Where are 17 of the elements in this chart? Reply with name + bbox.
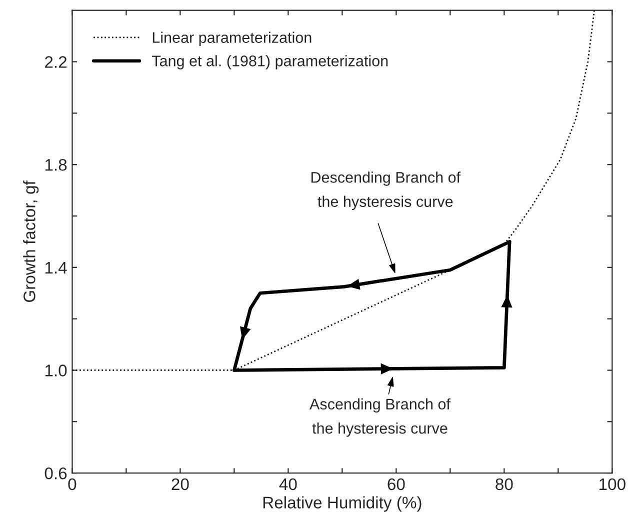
- x-axis-title: Relative Humidity (%): [263, 496, 422, 512]
- x-tick-label: 100: [600, 478, 626, 490]
- annotation: Descending Branch of the hysteresis curve: [311, 172, 461, 210]
- y-tick-label: 1.0: [45, 364, 67, 376]
- y-tick-label: 0.6: [44, 467, 67, 480]
- x-tick-label: 40: [279, 478, 297, 490]
- legend-label: Tang et al. (1981) parameterization: [152, 55, 388, 70]
- x-tick-label: 80: [496, 478, 513, 490]
- x-tick-label: 60: [388, 478, 405, 490]
- y-tick-label: 1.4: [45, 262, 67, 274]
- y-axis-title: Growth factor, gf: [23, 180, 39, 302]
- legend-label: Linear parameterization: [152, 32, 312, 46]
- annotation: Ascending Branch of the hysteresis curve: [310, 398, 450, 437]
- y-tick-label: 1.8: [45, 158, 67, 171]
- x-tick-label: 20: [172, 478, 189, 490]
- y-tick-label: 2.2: [45, 56, 67, 68]
- x-tick-label: 0: [68, 478, 76, 490]
